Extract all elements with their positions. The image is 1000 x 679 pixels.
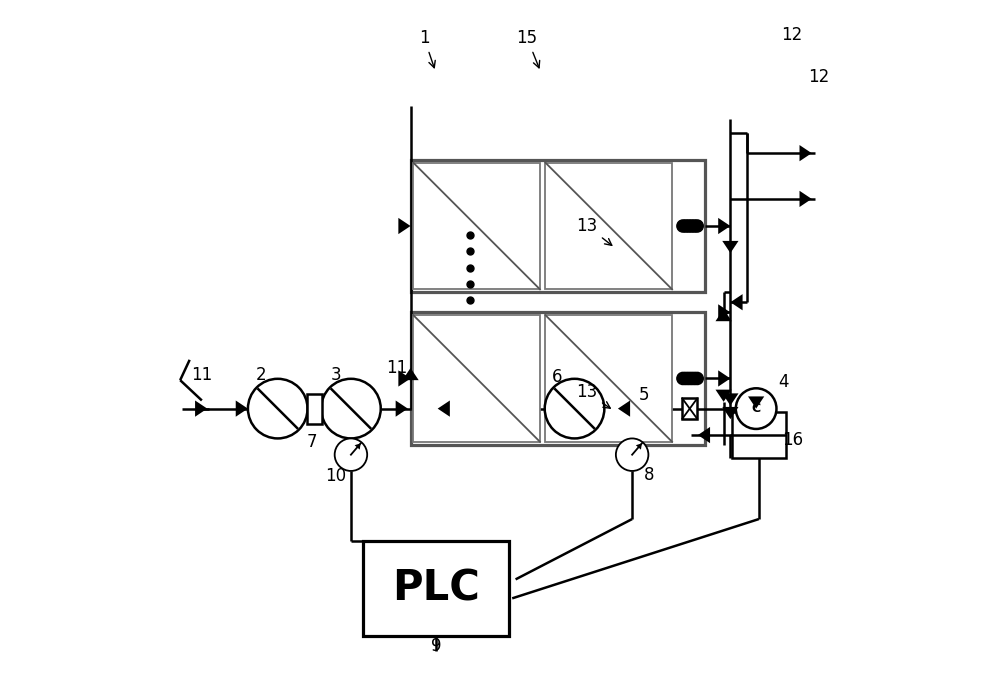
Text: 13: 13 [576, 384, 610, 408]
Polygon shape [718, 218, 730, 234]
Polygon shape [800, 191, 812, 207]
Circle shape [685, 220, 698, 232]
Circle shape [616, 439, 648, 471]
Bar [411, 312, 705, 445]
Polygon shape [396, 401, 408, 417]
Bar [363, 541, 509, 636]
Circle shape [335, 439, 367, 471]
Text: 5: 5 [638, 386, 649, 404]
Circle shape [688, 220, 700, 232]
Circle shape [680, 372, 692, 384]
Polygon shape [398, 218, 411, 234]
Polygon shape [722, 393, 739, 405]
Bar [682, 399, 697, 419]
Polygon shape [715, 309, 732, 321]
Polygon shape [730, 294, 743, 310]
Circle shape [677, 372, 689, 384]
Text: 2: 2 [256, 366, 267, 384]
Text: 1: 1 [419, 29, 435, 68]
Circle shape [688, 372, 700, 384]
Bar [545, 315, 672, 442]
Bar [413, 163, 540, 289]
Text: 11: 11 [386, 359, 408, 377]
Text: 12: 12 [781, 26, 802, 43]
Text: 6: 6 [552, 368, 563, 386]
Bar [413, 315, 540, 442]
Text: 16: 16 [782, 430, 803, 449]
Circle shape [691, 372, 703, 384]
Circle shape [683, 220, 695, 232]
Polygon shape [618, 401, 630, 417]
Polygon shape [718, 304, 730, 320]
Bar [411, 160, 705, 292]
Text: 7: 7 [306, 433, 317, 452]
Circle shape [691, 220, 703, 232]
Polygon shape [800, 145, 812, 162]
Bar [732, 412, 786, 458]
Polygon shape [722, 407, 739, 419]
Text: 12: 12 [808, 68, 829, 86]
Circle shape [677, 220, 689, 232]
Text: 4: 4 [778, 373, 788, 390]
Polygon shape [402, 368, 419, 380]
Text: C: C [752, 402, 761, 415]
Polygon shape [722, 241, 739, 253]
Polygon shape [398, 370, 411, 386]
Circle shape [545, 379, 604, 439]
Circle shape [683, 372, 695, 384]
Polygon shape [698, 427, 710, 443]
Text: 8: 8 [644, 466, 654, 484]
Circle shape [321, 379, 381, 439]
Circle shape [685, 372, 698, 384]
Polygon shape [718, 370, 730, 386]
Text: 3: 3 [331, 366, 341, 384]
Polygon shape [236, 401, 248, 417]
Circle shape [248, 379, 308, 439]
Bar [545, 163, 672, 289]
Bar [307, 394, 322, 424]
Text: 10: 10 [325, 467, 347, 485]
Text: 13: 13 [576, 217, 612, 245]
Circle shape [736, 388, 776, 429]
Polygon shape [438, 401, 450, 417]
Polygon shape [636, 443, 642, 449]
Polygon shape [355, 443, 361, 449]
Text: 11: 11 [191, 366, 212, 384]
Circle shape [680, 220, 692, 232]
Polygon shape [715, 390, 732, 402]
Polygon shape [748, 397, 764, 409]
Polygon shape [195, 401, 207, 417]
Text: 9: 9 [431, 637, 442, 655]
Text: PLC: PLC [392, 568, 480, 610]
Text: 15: 15 [517, 29, 540, 68]
